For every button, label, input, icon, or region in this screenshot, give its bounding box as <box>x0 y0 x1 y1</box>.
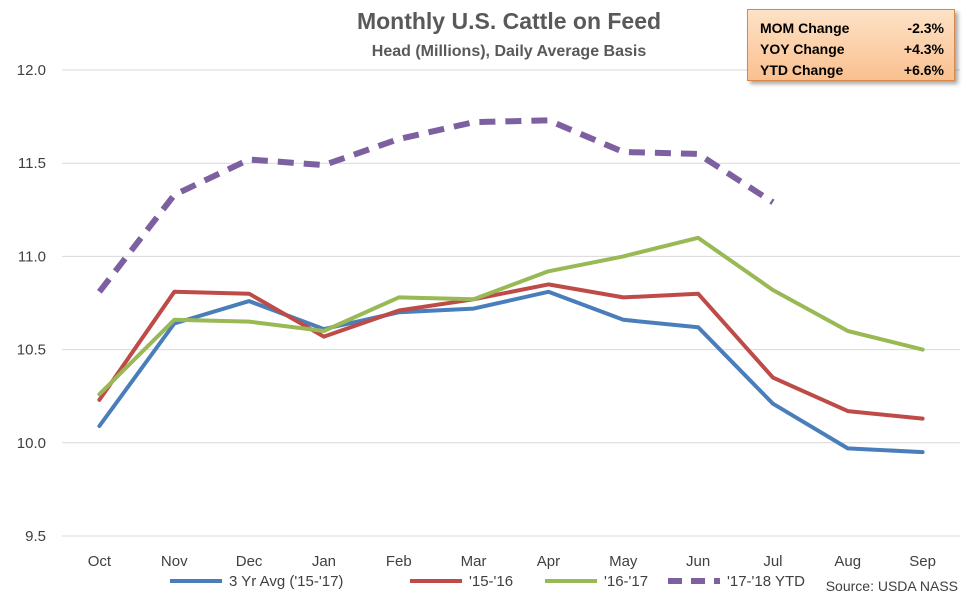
chart-subtitle: Head (Millions), Daily Average Basis <box>372 43 647 60</box>
stat-label: YTD Change <box>760 62 844 78</box>
x-tick-label: Oct <box>88 553 112 570</box>
legend-label: '15-'16 <box>469 573 513 590</box>
x-tick-label: Jan <box>312 553 336 570</box>
stat-row-ytd: YTD Change +6.6% <box>760 60 944 81</box>
chart-title: Monthly U.S. Cattle on Feed <box>357 8 661 34</box>
x-axis-ticks: Oct Nov Dec Jan Feb Mar Apr May Jun Jul Aug Sep <box>88 553 936 570</box>
y-tick-label: 12.0 <box>17 62 46 79</box>
legend-label: '16-'17 <box>604 573 648 590</box>
x-tick-label: Jun <box>686 553 710 570</box>
x-tick-label: Dec <box>236 553 263 570</box>
y-tick-label: 10.5 <box>17 342 46 359</box>
x-tick-label: May <box>609 553 638 570</box>
x-tick-label: Apr <box>537 553 560 570</box>
stat-value: +4.3% <box>903 41 944 57</box>
y-tick-label: 11.0 <box>18 248 46 265</box>
stat-row-yoy: YOY Change +4.3% <box>760 39 944 60</box>
x-tick-label: Sep <box>909 553 936 570</box>
legend: 3 Yr Avg ('15-'17) '15-'16 '16-'17 '17-'18 … <box>170 573 805 590</box>
x-tick-label: Mar <box>461 553 487 570</box>
x-tick-label: Jul <box>763 553 782 570</box>
x-tick-label: Aug <box>834 553 861 570</box>
stat-label: YOY Change <box>760 41 845 57</box>
stat-value: -2.3% <box>907 20 944 36</box>
change-summary-box: MOM Change -2.3% YOY Change +4.3% YTD Ch… <box>747 9 955 81</box>
stat-value: +6.6% <box>903 62 944 78</box>
stat-row-mom: MOM Change -2.3% <box>760 18 944 39</box>
x-tick-label: Nov <box>161 553 188 570</box>
stat-label: MOM Change <box>760 20 850 36</box>
y-axis-ticks: 9.5 10.0 10.5 11.0 11.5 12.0 <box>17 62 46 545</box>
y-tick-label: 11.5 <box>18 155 46 172</box>
series-lines <box>97 117 925 455</box>
gridlines <box>62 69 960 537</box>
y-tick-label: 10.0 <box>17 435 46 452</box>
series-line <box>97 289 925 455</box>
source-note: Source: USDA NASS <box>826 578 958 594</box>
series-line <box>97 117 775 294</box>
x-tick-label: Feb <box>386 553 412 570</box>
series-line <box>97 235 925 397</box>
series-line <box>97 282 925 421</box>
y-tick-label: 9.5 <box>25 528 46 545</box>
legend-label: '17-'18 YTD <box>727 573 805 590</box>
legend-label: 3 Yr Avg ('15-'17) <box>229 573 343 590</box>
